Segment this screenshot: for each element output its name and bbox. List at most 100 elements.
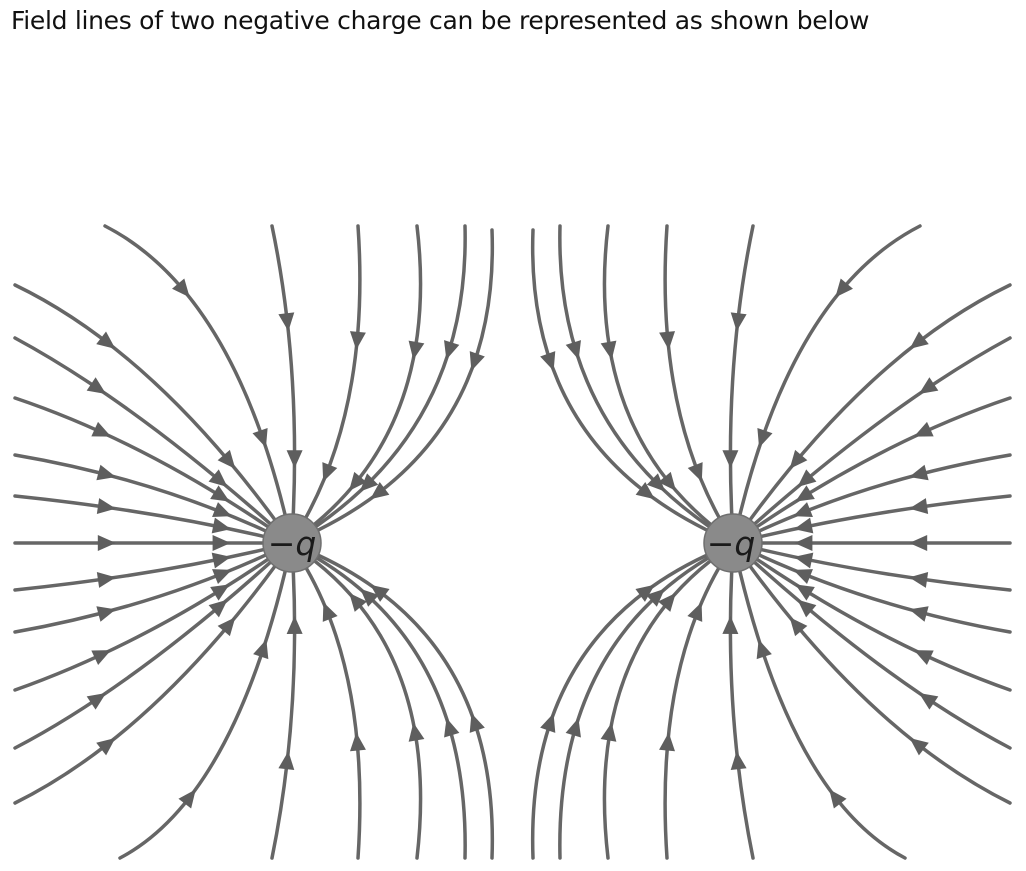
left-field-line bbox=[118, 569, 287, 860]
right-field-arrow bbox=[913, 650, 934, 666]
right-field-arrow bbox=[909, 464, 929, 481]
right-field-arrow bbox=[795, 584, 815, 601]
right-field-arrow bbox=[646, 473, 666, 492]
right-field-line bbox=[728, 224, 755, 516]
left-field-arrow bbox=[172, 278, 190, 298]
left-field-arrow bbox=[86, 377, 107, 395]
right-field-arrow bbox=[658, 471, 676, 491]
left-field-arrow bbox=[217, 449, 236, 469]
left-field-arrow bbox=[96, 572, 116, 588]
right-field-arrow bbox=[757, 427, 773, 448]
right-field-line bbox=[738, 569, 907, 860]
left-field-line bbox=[313, 559, 423, 860]
right-field-arrow bbox=[540, 351, 556, 371]
right-field-arrow bbox=[687, 602, 703, 622]
left-field-arrow bbox=[210, 584, 230, 601]
left-field-arrow bbox=[211, 552, 231, 569]
right-field-line bbox=[530, 553, 709, 860]
left-field-arrow bbox=[96, 464, 116, 481]
left-field-arrow bbox=[212, 569, 232, 584]
right-field-arrow bbox=[565, 340, 581, 360]
left-field-line bbox=[13, 494, 266, 539]
question-text: Field lines of two negative charge can b… bbox=[11, 6, 870, 35]
left-field-arrow bbox=[178, 789, 196, 809]
right-field-arrow bbox=[797, 599, 817, 618]
left-field-arrow bbox=[253, 639, 269, 660]
left-field-arrow bbox=[96, 737, 116, 756]
right-field-arrow bbox=[635, 481, 655, 500]
left-field-line bbox=[270, 570, 297, 860]
left-field-arrow bbox=[217, 617, 236, 637]
right-field-arrow bbox=[829, 789, 847, 809]
left-field-arrow bbox=[278, 312, 295, 332]
right-field-line bbox=[748, 564, 1012, 805]
left-field-line bbox=[13, 547, 266, 592]
right-field-line bbox=[752, 560, 1012, 750]
right-field-line bbox=[755, 557, 1012, 692]
right-field-arrow bbox=[794, 517, 814, 534]
right-field-arrow bbox=[565, 717, 581, 738]
right-field-arrow bbox=[658, 592, 676, 612]
left-field-arrow bbox=[97, 535, 116, 551]
left-field-arrow bbox=[370, 481, 390, 500]
right-field-arrow bbox=[730, 751, 747, 771]
charges: −q −q bbox=[262, 513, 763, 573]
left-field-arrow bbox=[208, 599, 228, 618]
right-field-arrow bbox=[722, 615, 739, 634]
right-charge bbox=[703, 513, 763, 573]
right-field-arrow bbox=[600, 722, 617, 742]
left-field-line bbox=[13, 560, 273, 750]
left-field-arrow bbox=[91, 650, 112, 666]
left-field-line bbox=[316, 228, 495, 532]
left-field-line bbox=[13, 336, 273, 526]
left-field-arrow bbox=[278, 751, 295, 771]
right-field-line bbox=[602, 224, 713, 527]
right-field-arrow bbox=[795, 485, 815, 502]
right-field-line bbox=[602, 559, 712, 860]
right-field-line bbox=[755, 396, 1012, 529]
left-field-arrow bbox=[286, 615, 303, 634]
left-field-arrow bbox=[469, 713, 485, 733]
left-field-arrow bbox=[212, 535, 231, 551]
right-field-arrow bbox=[722, 450, 739, 469]
right-field-arrow bbox=[687, 462, 703, 482]
left-field-line bbox=[13, 283, 277, 522]
right-field-arrow bbox=[540, 713, 556, 733]
left-field-arrow bbox=[322, 462, 338, 482]
left-field-arrow bbox=[349, 471, 367, 491]
right-field-arrow bbox=[918, 692, 939, 710]
left-field-arrow bbox=[96, 498, 116, 514]
left-field-line bbox=[314, 224, 467, 529]
right-field-arrow bbox=[794, 552, 814, 569]
left-field-line bbox=[13, 453, 268, 533]
right-charge-label: −q bbox=[707, 524, 756, 563]
right-field-arrow bbox=[909, 331, 929, 349]
right-field-arrow bbox=[909, 498, 929, 514]
left-field-line bbox=[316, 553, 495, 860]
left-field-line bbox=[103, 224, 287, 517]
right-field-line bbox=[757, 553, 1012, 634]
left-field-line bbox=[13, 396, 270, 529]
right-field-arrow bbox=[789, 617, 808, 637]
left-field-line bbox=[13, 557, 270, 692]
right-field-line bbox=[530, 228, 709, 532]
left-field-arrow bbox=[211, 517, 231, 534]
right-field-arrow bbox=[646, 588, 665, 607]
right-field-line bbox=[738, 224, 922, 517]
left-field-arrow bbox=[469, 351, 485, 371]
left-field-arrow bbox=[444, 717, 460, 738]
right-field-arrow bbox=[659, 732, 675, 752]
left-field-arrow bbox=[408, 340, 425, 360]
right-field-line bbox=[752, 336, 1012, 526]
right-field-arrow bbox=[659, 331, 676, 350]
left-field-arrow bbox=[91, 421, 112, 437]
left-field-arrow bbox=[208, 469, 228, 487]
right-field-arrow bbox=[756, 639, 772, 660]
right-field-line bbox=[663, 566, 721, 860]
left-field-arrow bbox=[408, 722, 425, 742]
left-field-arrow bbox=[322, 602, 338, 622]
right-field-arrow bbox=[635, 584, 655, 602]
left-field-arrow bbox=[210, 485, 230, 502]
right-field-line bbox=[757, 453, 1012, 533]
